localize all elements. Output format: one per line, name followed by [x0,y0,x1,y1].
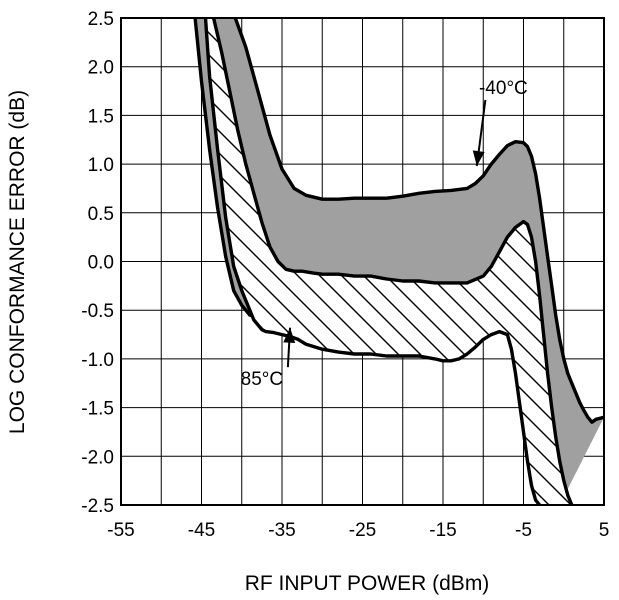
x-tick-label: -15 [429,520,456,541]
series-upper-line [233,18,604,424]
x-tick-label: -45 [188,520,215,541]
x-tick-label: -5 [515,520,532,541]
y-tick-label: 0.5 [88,204,114,225]
y-tick-label: -1.0 [81,350,114,371]
x-tick-label: -55 [107,520,134,541]
series-area-85c [205,18,572,505]
series-lower-line [203,18,541,505]
y-tick-label: -0.5 [81,301,114,322]
series-upper-line [211,18,574,505]
y-tick-label: 0.0 [88,253,114,274]
y-tick-label: -2.5 [81,496,114,517]
annotations: -40°C 85°C [241,78,528,390]
data-areas [193,18,604,505]
series-area-minus40c [195,18,604,505]
annotation-label: -40°C [479,78,528,99]
y-tick-label: 2.5 [88,9,114,30]
x-axis-label: RF INPUT POWER (dBm) [245,572,490,595]
x-tick-label: 5 [599,520,610,541]
x-tick-labels: -55 -45 -35 -25 -15 -5 5 [107,520,609,541]
y-tick-label: 2.0 [88,58,114,79]
plot-frame [120,17,605,506]
y-tick-label: 1.5 [88,106,114,127]
annotation-label: 85°C [241,369,283,390]
y-tick-label: -1.5 [81,399,114,420]
y-axis-label: LOG CONFORMANCE ERROR (dB) [6,90,29,434]
y-tick-label: 1.0 [88,155,114,176]
x-tick-label: -25 [349,520,376,541]
y-tick-label: -2.0 [81,447,114,468]
x-tick-label: -35 [268,520,295,541]
y-tick-labels: 2.5 2.0 1.5 1.0 0.5 0.0 -0.5 -1.0 -1.5 -2.0 -2.5 [81,9,114,517]
annotation-arrowhead [472,150,485,167]
annotation-arrowhead [283,327,296,344]
